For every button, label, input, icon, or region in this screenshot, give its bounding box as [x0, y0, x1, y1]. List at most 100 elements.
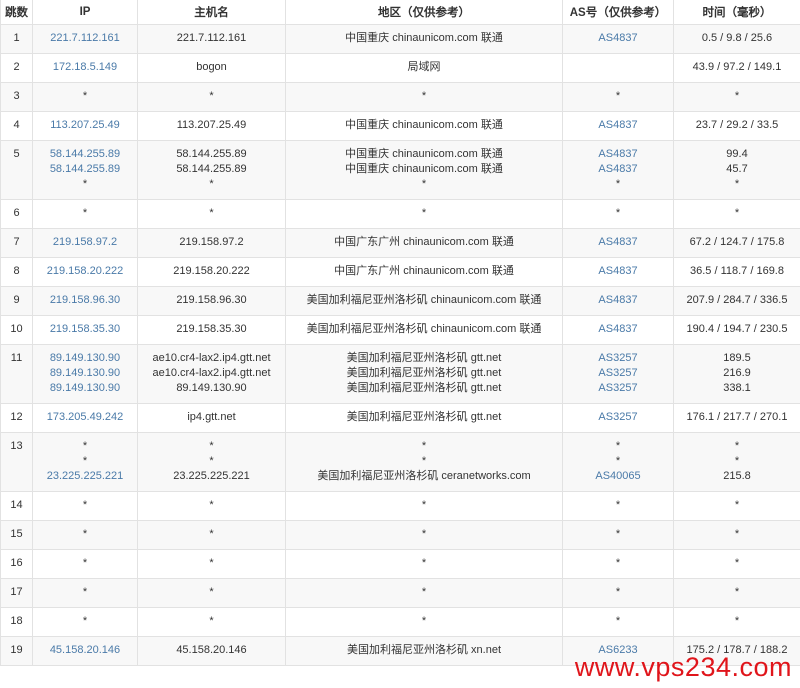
hostname-cell: ae10.cr4-lax2.ip4.gtt.net ae10.cr4-lax2.i… — [137, 344, 286, 404]
as-link[interactable]: AS6233 — [598, 644, 638, 656]
region-cell-text: 中国广东广州 chinaunicom.com 联通 — [334, 236, 514, 248]
ip-link[interactable]: 89.149.130.90 — [49, 352, 121, 364]
ip-link[interactable]: 219.158.97.2 — [52, 236, 118, 248]
region-cell: 美国加利福尼亚州洛杉矶 xn.net — [285, 636, 563, 666]
header-as: AS号（仅供参考） — [562, 0, 674, 25]
time-cell-text: * — [734, 557, 740, 569]
as-cell: * — [562, 82, 674, 112]
region-cell-text: * — [421, 90, 427, 102]
hostname-cell: ip4.gtt.net — [137, 403, 286, 433]
ip-cell: * * 23.225.225.221 — [32, 432, 138, 492]
time-cell: * — [673, 549, 800, 579]
hostname-cell-text: bogon — [196, 61, 227, 73]
as-cell: AS4837 — [562, 257, 674, 287]
hostname-cell: * — [137, 607, 286, 637]
ip-link[interactable]: 89.149.130.90 — [49, 367, 121, 379]
region-cell: * — [285, 199, 563, 229]
as-link[interactable]: AS4837 — [598, 294, 638, 306]
region-cell: 中国重庆 chinaunicom.com 联通 — [285, 111, 563, 141]
as-link[interactable]: AS4837 — [598, 265, 638, 277]
as-link[interactable]: AS4837 — [598, 163, 638, 175]
region-cell-text: 美国加利福尼亚州洛杉矶 gtt.net — [346, 352, 502, 364]
ip-link[interactable]: 45.158.20.146 — [49, 644, 121, 656]
hostname-cell-text: * — [209, 178, 214, 190]
region-cell-text: * — [421, 615, 427, 627]
ip-cell: * — [32, 199, 138, 229]
table-row: 6 * * * * * — [0, 199, 800, 229]
ip-cell: 113.207.25.49 — [32, 111, 138, 141]
ip-link[interactable]: 58.144.255.89 — [49, 148, 121, 160]
time-cell: * * 215.8 — [673, 432, 800, 492]
ip-cell: 172.18.5.149 — [32, 53, 138, 83]
as-cell: * — [562, 491, 674, 521]
as-cell: AS4837 — [562, 24, 674, 54]
time-cell-text: 23.7 / 29.2 / 33.5 — [695, 119, 779, 131]
hop-cell: 13 — [0, 432, 33, 492]
hop-cell: 19 — [0, 636, 33, 666]
region-cell-text: * — [421, 557, 427, 569]
as-link[interactable]: AS4837 — [598, 148, 638, 160]
time-cell-text: * — [734, 207, 740, 219]
as-cell: * — [562, 199, 674, 229]
region-cell-text: 局域网 — [407, 61, 441, 73]
as-link[interactable]: AS4837 — [598, 119, 638, 131]
table-row: 10 219.158.35.30 219.158.35.30 美国加利福尼亚州洛杉矶 … — [0, 315, 800, 345]
hostname-cell-text: * — [209, 455, 214, 467]
ip-link[interactable]: 89.149.130.90 — [49, 382, 121, 394]
hostname-cell-text: 113.207.25.49 — [176, 119, 247, 131]
ip-cell-text: * — [82, 615, 88, 627]
region-cell: * — [285, 578, 563, 608]
hostname-cell-text: 45.158.20.146 — [176, 644, 247, 656]
hostname-cell-text: 23.225.225.221 — [173, 470, 250, 482]
as-cell: AS4837 — [562, 286, 674, 316]
as-link[interactable]: AS3257 — [598, 411, 638, 423]
time-cell-text: * — [734, 499, 740, 511]
time-cell-text: 99.4 — [726, 148, 748, 160]
table-row: 15 * * * * * — [0, 520, 800, 550]
region-cell-text: * — [421, 207, 427, 219]
time-cell: 99.4 45.7 * — [673, 140, 800, 200]
ip-cell: 219.158.20.222 — [32, 257, 138, 287]
ip-cell: 45.158.20.146 — [32, 636, 138, 666]
ip-link[interactable]: 221.7.112.161 — [50, 32, 120, 44]
as-cell: AS4837 — [562, 228, 674, 258]
time-cell: * — [673, 607, 800, 637]
table-row: 17 * * * * * — [0, 578, 800, 608]
ip-link[interactable]: 219.158.20.222 — [46, 265, 124, 277]
as-link[interactable]: AS3257 — [598, 367, 638, 379]
as-cell-text: * — [615, 586, 621, 598]
hostname-cell: * — [137, 549, 286, 579]
ip-link[interactable]: 173.205.49.242 — [46, 411, 124, 423]
ip-link[interactable]: 58.144.255.89 — [49, 163, 121, 175]
as-link[interactable]: AS40065 — [595, 470, 641, 482]
hop-cell: 6 — [0, 199, 33, 229]
region-cell-text: 中国广东广州 chinaunicom.com 联通 — [334, 265, 514, 277]
table-header: 跳数 IP 主机名 地区（仅供参考） AS号（仅供参考） 时间（毫秒） — [0, 0, 800, 25]
ip-link[interactable]: 219.158.96.30 — [49, 294, 121, 306]
ip-link[interactable]: 113.207.25.49 — [50, 119, 120, 131]
as-link[interactable]: AS3257 — [598, 352, 638, 364]
region-cell: 中国重庆 chinaunicom.com 联通 中国重庆 chinaunicom.… — [285, 140, 563, 200]
table-row: 7 219.158.97.2 219.158.97.2 中国广东广州 chinauni… — [0, 228, 800, 258]
as-link[interactable]: AS4837 — [598, 236, 638, 248]
as-link[interactable]: AS3257 — [598, 382, 638, 394]
ip-link[interactable]: 219.158.35.30 — [49, 323, 121, 335]
time-cell-text: 189.5 — [723, 352, 751, 364]
as-cell-text: * — [615, 557, 621, 569]
hostname-cell: 113.207.25.49 — [137, 111, 286, 141]
region-cell-text: * — [421, 528, 427, 540]
as-link[interactable]: AS4837 — [598, 32, 638, 44]
hostname-cell-text: * — [209, 90, 214, 102]
hop-cell: 8 — [0, 257, 33, 287]
header-region: 地区（仅供参考） — [285, 0, 563, 25]
hostname-cell-text: * — [209, 557, 214, 569]
as-cell-text: * — [615, 90, 621, 102]
hostname-cell-text: 58.144.255.89 — [176, 148, 247, 160]
hop-cell: 16 — [0, 549, 33, 579]
as-link[interactable]: AS4837 — [598, 323, 638, 335]
ip-link[interactable]: 23.225.225.221 — [46, 470, 124, 482]
hostname-cell-text: * — [209, 615, 214, 627]
as-cell-text — [563, 60, 673, 75]
ip-link[interactable]: 172.18.5.149 — [52, 61, 118, 73]
time-cell: 36.5 / 118.7 / 169.8 — [673, 257, 800, 287]
